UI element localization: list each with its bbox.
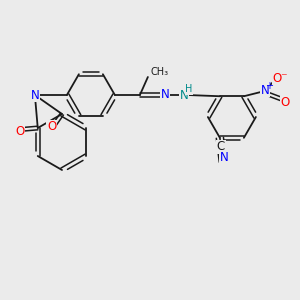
Text: C: C [217,140,225,153]
Text: O: O [47,120,56,133]
Text: N: N [160,88,169,100]
Text: +: + [265,81,273,91]
Text: ⁻: ⁻ [280,71,287,84]
Text: O: O [15,125,24,138]
Text: N: N [179,88,188,101]
Text: O: O [272,72,281,85]
Text: O: O [280,96,289,109]
Text: N: N [220,151,228,164]
Text: CH₃: CH₃ [151,67,169,77]
Text: N: N [31,88,39,101]
Text: H: H [185,84,193,94]
Text: N: N [260,84,269,97]
